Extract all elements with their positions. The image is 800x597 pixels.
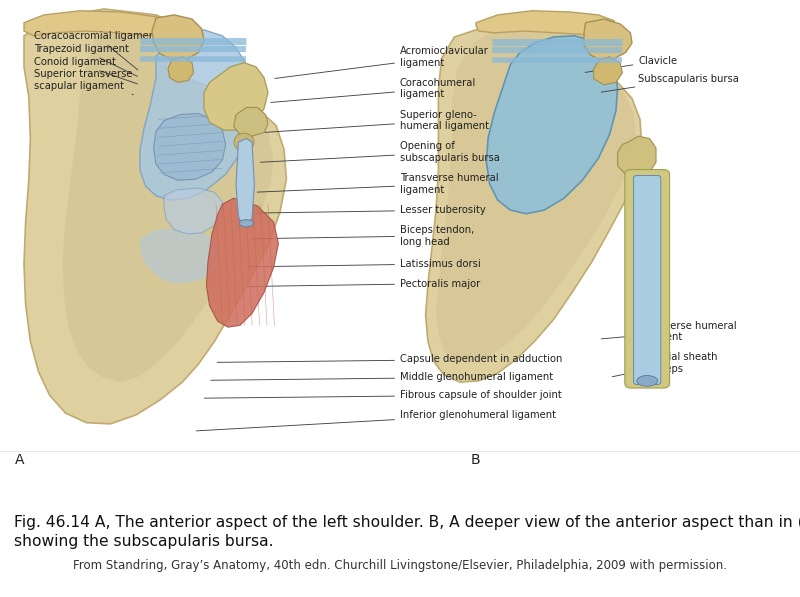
Text: Middle glenohumeral ligament: Middle glenohumeral ligament: [210, 373, 553, 382]
Polygon shape: [24, 11, 176, 36]
Text: Coracohumeral
ligament: Coracohumeral ligament: [270, 78, 476, 103]
Text: Clavicle: Clavicle: [585, 56, 678, 72]
Text: Transverse humeral
ligament: Transverse humeral ligament: [257, 173, 498, 195]
Polygon shape: [486, 36, 618, 214]
Text: Inferior glenohumeral ligament: Inferior glenohumeral ligament: [196, 410, 556, 431]
Text: Fibrous capsule of shoulder joint: Fibrous capsule of shoulder joint: [204, 390, 562, 400]
Text: A: A: [14, 453, 24, 467]
Polygon shape: [476, 11, 614, 35]
Polygon shape: [140, 228, 220, 284]
Text: Acromioclavicular
ligament: Acromioclavicular ligament: [274, 46, 489, 78]
Text: Transverse humeral
ligament: Transverse humeral ligament: [601, 321, 737, 342]
FancyBboxPatch shape: [634, 176, 661, 384]
Polygon shape: [152, 15, 204, 60]
Ellipse shape: [234, 133, 254, 151]
Text: Lesser tuberosity: Lesser tuberosity: [254, 205, 486, 215]
Polygon shape: [206, 198, 278, 327]
Polygon shape: [140, 30, 254, 200]
Text: Superior gleno-
humeral ligament: Superior gleno- humeral ligament: [265, 110, 489, 133]
Ellipse shape: [637, 376, 658, 386]
Polygon shape: [154, 113, 226, 180]
Text: Superior transverse
scapular ligament: Superior transverse scapular ligament: [34, 69, 134, 95]
Text: Latissimus dorsi: Latissimus dorsi: [249, 259, 481, 269]
Text: From Standring, Gray’s Anatomy, 40th edn. Churchill Livingstone/Elsevier, Philad: From Standring, Gray’s Anatomy, 40th edn…: [73, 559, 727, 572]
FancyBboxPatch shape: [625, 170, 670, 388]
Text: Coracoacromial ligament: Coracoacromial ligament: [34, 31, 158, 70]
Ellipse shape: [239, 220, 254, 227]
Text: Pectoralis major: Pectoralis major: [246, 279, 480, 288]
Text: Capsule dependent in adduction: Capsule dependent in adduction: [217, 355, 562, 364]
Text: Trapezoid ligament: Trapezoid ligament: [34, 44, 138, 76]
Polygon shape: [584, 19, 632, 60]
Text: Biceps tendon,
long head: Biceps tendon, long head: [250, 225, 474, 247]
Polygon shape: [594, 57, 622, 85]
Polygon shape: [164, 188, 222, 234]
Polygon shape: [618, 136, 656, 176]
Polygon shape: [234, 107, 268, 136]
Text: Synovial sheath
of biceps: Synovial sheath of biceps: [612, 352, 718, 377]
Text: Conoid ligament: Conoid ligament: [34, 57, 138, 84]
Bar: [0, 0, 800, 451]
Text: Opening of
subscapularis bursa: Opening of subscapularis bursa: [260, 141, 500, 163]
Polygon shape: [168, 57, 194, 82]
Polygon shape: [24, 9, 286, 424]
Text: B: B: [470, 453, 480, 467]
Polygon shape: [62, 27, 274, 382]
Polygon shape: [204, 63, 268, 130]
Polygon shape: [236, 139, 254, 226]
Polygon shape: [436, 21, 636, 363]
Polygon shape: [426, 13, 642, 382]
Text: Fig. 46.14 A, The anterior aspect of the left shoulder. B, A deeper view of the : Fig. 46.14 A, The anterior aspect of the…: [14, 515, 800, 549]
Text: Subscapularis bursa: Subscapularis bursa: [601, 74, 739, 92]
